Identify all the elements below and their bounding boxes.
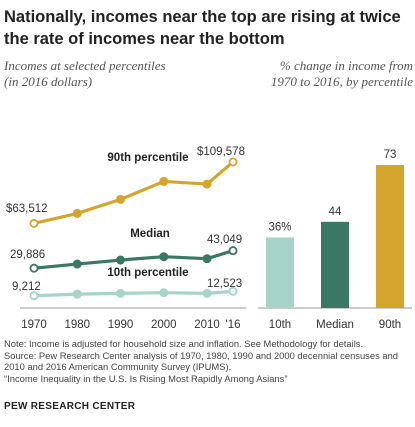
- data-label-90th-end: $109,578: [197, 146, 245, 158]
- series-label-90th: 90th percentile: [107, 152, 188, 164]
- data-label-10th-start: 9,212: [12, 281, 41, 293]
- x-tick-label: '16: [226, 319, 241, 331]
- chart-title: Nationally, incomes near the top are ris…: [4, 8, 401, 48]
- right-subtitle: % change in income from 1970 to 2016, by…: [237, 58, 413, 90]
- notes-block: Note: Income is adjusted for household s…: [4, 338, 414, 384]
- series-label-median: Median: [130, 228, 170, 240]
- left-subtitle: Incomes at selected percentiles (in 2016…: [4, 58, 204, 90]
- bar-value-label: 73: [384, 149, 397, 161]
- data-label-median-start: 29,886: [10, 249, 45, 261]
- data-point-p10: [159, 288, 169, 298]
- data-point-median: [116, 255, 126, 265]
- x-tick-label: 1970: [21, 319, 47, 331]
- series-line-90th: [33, 160, 235, 225]
- chart-canvas: 1970 1980 1990 2000 2010 '16 90th percentile Me…: [6, 146, 412, 331]
- data-point-p90: [72, 208, 82, 218]
- footer-brand: PEW RESEARCH CENTER: [4, 401, 136, 412]
- data-point-p90: [116, 194, 126, 204]
- x-tick-label: 2000: [151, 319, 177, 331]
- bar-median: [321, 221, 349, 308]
- data-label-median-end: 43,049: [207, 234, 242, 246]
- x-tick-label: 2010: [194, 319, 220, 331]
- data-point-median: [202, 254, 212, 264]
- x-tick-label: 1990: [108, 319, 134, 331]
- data-point-p90: [228, 157, 238, 167]
- data-point-median: [72, 259, 82, 269]
- data-point-median: [159, 252, 169, 262]
- data-point-p90: [202, 179, 212, 189]
- bar-10th: [266, 237, 294, 308]
- data-point-p10: [202, 288, 212, 298]
- note-text: Note: Income is adjusted for household s…: [4, 338, 364, 349]
- series-line-median: [33, 249, 234, 270]
- bar-category-label: 10th: [269, 319, 291, 331]
- data-point-p10: [116, 288, 126, 298]
- bar-category-label: 90th: [379, 319, 401, 331]
- data-point-p10: [228, 286, 238, 296]
- bar-90th: [376, 165, 404, 308]
- left-subtitle-line-2: (in 2016 dollars): [4, 74, 93, 89]
- data-point-p10: [29, 291, 39, 301]
- data-point-p90: [159, 176, 169, 186]
- right-subtitle-line-1: % change in income from: [279, 58, 413, 73]
- bar-category-label: Median: [316, 319, 354, 331]
- data-point-p90: [29, 218, 39, 228]
- bar-value-label: 44: [329, 206, 342, 218]
- x-tick-label: 1980: [64, 319, 90, 331]
- data-point-p10: [72, 289, 82, 299]
- data-label-10th-end: 12,523: [207, 278, 242, 290]
- data-point-median: [29, 263, 39, 273]
- bar-value-label: 36%: [268, 221, 291, 233]
- left-subtitle-line-1: Incomes at selected percentiles: [4, 58, 166, 73]
- right-subtitle-line-2: 1970 to 2016, by percentile: [270, 74, 413, 89]
- series-label-10th: 10th percentile: [107, 267, 188, 279]
- report-title-text: “Income Inequality in the U.S. Is Rising…: [4, 372, 288, 384]
- data-point-median: [228, 246, 238, 256]
- source-text: Source: Pew Research Center analysis of …: [4, 349, 399, 373]
- data-label-90th-start: $63,512: [6, 203, 48, 215]
